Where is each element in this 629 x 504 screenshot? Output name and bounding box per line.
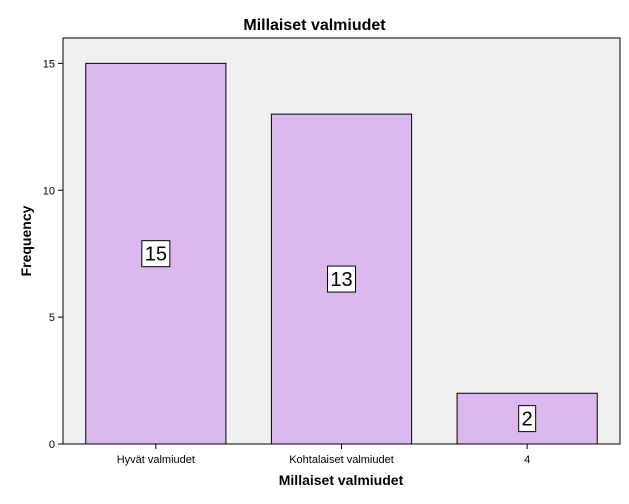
- bars-layer: 15 13 2: [85, 62, 598, 445]
- y-tick-label: 0: [49, 439, 55, 451]
- y-tick-label: 15: [43, 58, 55, 70]
- x-axis: Hyvät valmiudet Kohtalaiset valmiudet 4: [117, 444, 530, 466]
- data-label: 15: [145, 244, 167, 266]
- data-label: 2: [522, 409, 533, 431]
- data-label-box: [518, 405, 537, 433]
- data-label-box: [327, 265, 356, 293]
- y-axis-title: Frequency: [18, 205, 34, 276]
- chart-title: Millaiset valmiudet: [243, 17, 386, 34]
- x-tick-label: Hyvät valmiudet: [117, 454, 195, 466]
- y-axis: 0 5 10 15: [43, 58, 63, 451]
- data-label: 13: [330, 269, 352, 291]
- y-tick-label: 5: [49, 312, 55, 324]
- y-tick-label: 10: [43, 185, 55, 197]
- x-axis-title: Millaiset valmiudet: [279, 472, 404, 488]
- x-tick-label: 4: [524, 454, 530, 466]
- data-label-box: [141, 240, 171, 268]
- x-tick-label: Kohtalaiset valmiudet: [289, 454, 394, 466]
